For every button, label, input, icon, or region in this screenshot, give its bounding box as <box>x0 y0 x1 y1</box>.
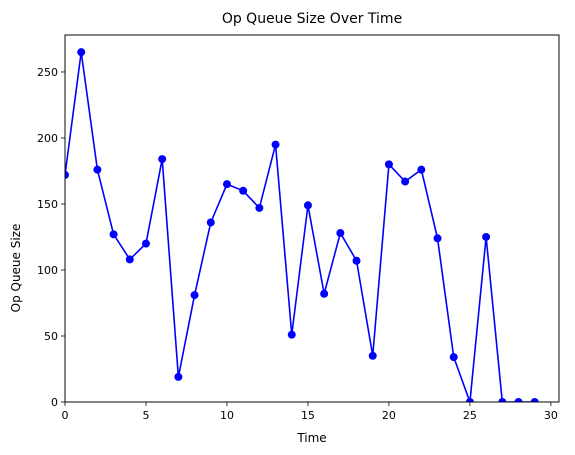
x-axis-label: Time <box>296 431 326 445</box>
data-point <box>174 372 183 381</box>
y-tick-label: 100 <box>37 264 58 277</box>
axes-frame <box>64 34 560 403</box>
data-point <box>271 140 280 149</box>
data-point <box>190 291 199 300</box>
data-point <box>352 256 361 265</box>
data-point <box>65 170 69 179</box>
data-point <box>125 255 134 264</box>
data-point <box>222 180 231 189</box>
data-point <box>465 398 474 402</box>
data-point <box>141 239 150 248</box>
y-tick-label: 150 <box>37 198 58 211</box>
data-point <box>93 165 102 174</box>
data-point <box>206 218 215 227</box>
plot-area: 0 5 10 15 20 25 30 0 50 100 150 200 250 <box>37 34 560 422</box>
data-point <box>158 155 167 164</box>
data-point <box>336 229 345 238</box>
y-tick-label: 250 <box>37 66 58 79</box>
data-point <box>482 232 491 241</box>
data-point <box>109 230 118 239</box>
data-point <box>77 48 86 57</box>
data-point <box>433 234 442 243</box>
data-point <box>239 186 248 195</box>
data-point <box>320 289 329 298</box>
data-point <box>514 398 523 402</box>
y-axis-label: Op Queue Size <box>9 224 23 313</box>
series-line <box>65 52 535 402</box>
x-tick-label: 0 <box>62 409 69 422</box>
x-tick-label: 20 <box>382 409 396 422</box>
data-point <box>530 398 539 402</box>
data-point <box>498 398 507 402</box>
data-point <box>417 165 426 174</box>
x-tick-label: 5 <box>142 409 149 422</box>
data-point <box>401 177 410 186</box>
data-point <box>255 203 264 212</box>
data-point <box>303 201 312 210</box>
axes-frame-top <box>64 34 560 403</box>
data-point <box>287 330 296 339</box>
x-tick-label: 10 <box>220 409 234 422</box>
data-point <box>368 351 377 360</box>
x-tick-label: 25 <box>463 409 477 422</box>
y-tick-label: 50 <box>44 330 58 343</box>
chart-title: Op Queue Size Over Time <box>222 11 402 27</box>
data-point <box>384 160 393 169</box>
x-tick-label: 30 <box>544 409 558 422</box>
y-tick-label: 200 <box>37 132 58 145</box>
y-tick-label: 0 <box>51 396 58 409</box>
x-tick-label: 15 <box>301 409 315 422</box>
data-point <box>449 353 458 362</box>
